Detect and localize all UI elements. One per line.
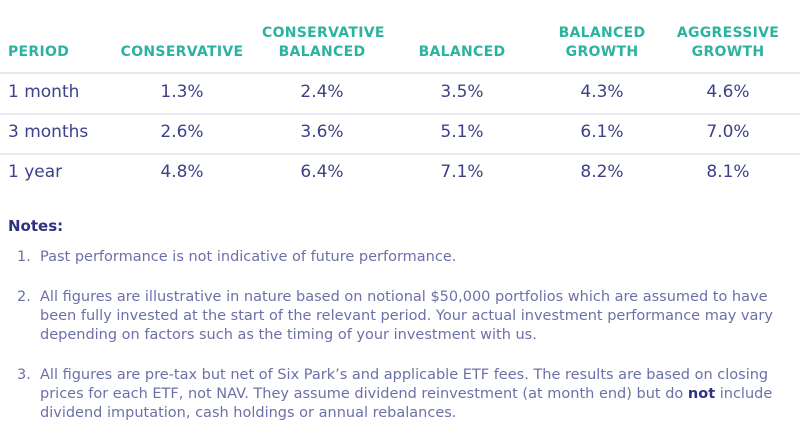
cell-aggressive-growth: 4.6% [706, 82, 750, 102]
note-number: 1. [17, 249, 31, 265]
header-period: PERIOD [8, 44, 70, 60]
cell-conservative: 1.3% [160, 82, 204, 102]
table-header: PERIOD CONSERVATIVE CONSERVATIVE BALANCE… [0, 22, 800, 74]
note-number: 2. [17, 289, 31, 305]
table-row: 1 month 1.3% 2.4% 3.5% 4.3% 4.6% [0, 73, 800, 115]
cell-conservative-balanced: 2.4% [300, 82, 344, 102]
cell-conservative-balanced: 6.4% [300, 162, 344, 182]
cell-aggressive-growth: 8.1% [706, 162, 750, 182]
cell-balanced: 5.1% [440, 122, 484, 142]
note-item: 2. All figures are illustrative in nature… [0, 288, 790, 345]
note-text: All figures are pre-tax but net of Six P… [40, 367, 769, 402]
cell-period: 3 months [8, 122, 89, 142]
note-item: 1. Past performance is not indicative of … [0, 248, 790, 267]
table-row: 3 months 2.6% 3.6% 5.1% 6.1% 7.0% [0, 113, 800, 155]
note-bold: not [687, 386, 716, 402]
cell-balanced: 7.1% [440, 162, 484, 182]
cell-balanced: 3.5% [440, 82, 484, 102]
cell-conservative: 2.6% [160, 122, 204, 142]
header-balanced: BALANCED [418, 44, 506, 60]
table-row: 1 year 4.8% 6.4% 7.1% 8.2% 8.1% [0, 153, 800, 193]
cell-balanced-growth: 8.2% [580, 162, 624, 182]
header-conservative-balanced: CONSERVATIVE BALANCED [262, 25, 385, 60]
cell-period: 1 month [8, 82, 80, 102]
note-text: All figures are illustrative in nature b… [40, 289, 773, 343]
note-number: 3. [17, 367, 31, 383]
header-conservative: CONSERVATIVE [120, 44, 244, 60]
cell-balanced-growth: 6.1% [580, 122, 624, 142]
notes-list: 1. Past performance is not indicative of … [0, 248, 790, 444]
header-balanced-growth: BALANCED GROWTH [558, 25, 646, 60]
cell-conservative: 4.8% [160, 162, 204, 182]
notes-title: Notes: [8, 217, 64, 235]
cell-conservative-balanced: 3.6% [300, 122, 344, 142]
note-item: 3. All figures are pre-tax but net of Six… [0, 366, 790, 423]
cell-balanced-growth: 4.3% [580, 82, 624, 102]
cell-period: 1 year [8, 162, 63, 182]
note-text: Past performance is not indicative of fu… [40, 249, 457, 265]
note-text: include dividend imputation, cash holdin… [40, 386, 773, 421]
header-aggressive-growth: AGGRESSIVE GROWTH [676, 25, 780, 60]
cell-aggressive-growth: 7.0% [706, 122, 750, 142]
